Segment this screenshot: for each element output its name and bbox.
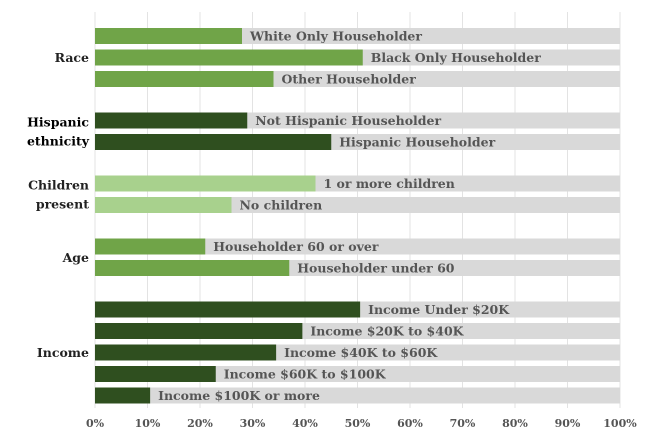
bar-label: Other Householder <box>282 72 417 87</box>
x-tick-label: 20% <box>187 417 213 430</box>
bar-label: Black Only Householder <box>371 50 541 65</box>
bar-label: Income $100K or more <box>158 388 320 403</box>
bar <box>95 49 363 66</box>
x-tick-label: 10% <box>135 417 161 430</box>
x-tick-label: 0% <box>86 417 105 430</box>
group-label: Age <box>62 250 89 265</box>
bar-label: Not Hispanic Householder <box>255 113 441 128</box>
bar <box>95 71 274 87</box>
bar-label: Income $60K to $100K <box>224 367 387 382</box>
bar <box>95 366 216 382</box>
bar-label: Income Under $20K <box>368 302 510 317</box>
bar <box>95 323 303 339</box>
x-tick-label: 40% <box>292 417 318 430</box>
group-label: Race <box>55 50 89 65</box>
bar <box>95 301 361 318</box>
bars: White Only Householder Black Only Househo… <box>95 28 620 404</box>
group-label: Hispanic ethnicity <box>27 114 90 148</box>
bar <box>95 260 290 276</box>
bar-label: Income $40K to $60K <box>284 345 438 360</box>
bar <box>95 175 316 192</box>
group-label: Income <box>37 345 89 360</box>
bar-label: Hispanic Householder <box>339 135 495 150</box>
bar-label: White Only Householder <box>249 29 422 44</box>
x-tick-label: 70% <box>450 417 476 430</box>
bar-background <box>95 238 620 255</box>
bar-background <box>95 366 620 382</box>
x-tick-label: 90% <box>555 417 581 430</box>
x-tick-label: 50% <box>345 417 371 430</box>
bar <box>95 197 232 213</box>
bar <box>95 238 206 255</box>
x-axis-ticks: 0% 10% 20% 30% 40% 50% 60% 70% 80% 90% 100% <box>86 417 637 430</box>
bar-label: Income $20K to $40K <box>310 324 464 339</box>
bar <box>95 134 332 150</box>
bar <box>95 387 151 404</box>
bar-label: No children <box>240 198 323 213</box>
bar-label: Householder 60 or over <box>213 239 379 254</box>
bar-background <box>95 387 620 404</box>
x-tick-label: 80% <box>502 417 528 430</box>
x-tick-label: 60% <box>397 417 423 430</box>
x-tick-label: 30% <box>240 417 266 430</box>
bar-label: 1 or more children <box>324 176 455 191</box>
bar-label: Householder under 60 <box>297 261 455 276</box>
bar <box>95 112 248 129</box>
group-label: Children present <box>28 177 89 211</box>
group-labels: Race Hispanic ethnicity Children present Age I… <box>27 50 90 360</box>
x-tick-label: 100% <box>603 417 637 430</box>
bar <box>95 344 277 361</box>
bar <box>95 28 242 44</box>
